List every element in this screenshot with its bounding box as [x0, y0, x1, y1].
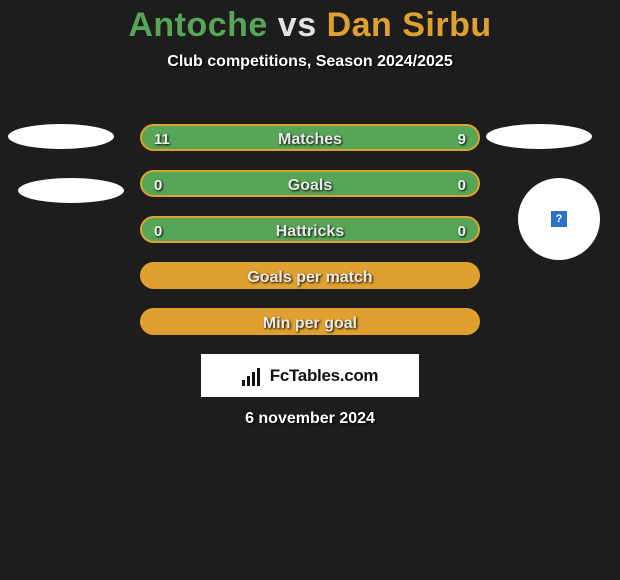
subtitle: Club competitions, Season 2024/2025	[0, 53, 620, 71]
title-vs: vs	[278, 6, 317, 44]
stat-right-value: 0	[458, 172, 466, 199]
stat-label: Matches	[278, 126, 342, 153]
stat-bar-goals: 0 Goals 0	[140, 170, 480, 197]
stat-bar-hattricks: 0 Hattricks 0	[140, 216, 480, 243]
stat-bar-goals-per-match: Goals per match	[140, 262, 480, 289]
player-left-photo-slice	[18, 178, 124, 203]
stat-label: Goals	[288, 172, 332, 199]
stat-label: Hattricks	[276, 218, 344, 245]
stat-bars: 11 Matches 9 0 Goals 0 0 Hattricks 0 Goa…	[140, 124, 480, 354]
snapshot-date: 6 november 2024	[0, 410, 620, 428]
bar-chart-icon	[242, 366, 266, 386]
page-title: Antoche vs Dan Sirbu	[0, 0, 620, 45]
stat-right-value: 0	[458, 218, 466, 245]
source-logo-plate: FcTables.com	[201, 354, 419, 397]
title-player-left: Antoche	[128, 6, 268, 44]
stat-bar-min-per-goal: Min per goal	[140, 308, 480, 335]
stat-left-value: 0	[154, 218, 162, 245]
stat-label: Min per goal	[263, 310, 357, 337]
player-left-photo-slice	[8, 124, 114, 149]
stat-label: Goals per match	[247, 264, 372, 291]
comparison-card: Antoche vs Dan Sirbu Club competitions, …	[0, 0, 620, 580]
player-right-photo-slice	[486, 124, 592, 149]
stat-left-value: 11	[154, 126, 170, 153]
source-logo: FcTables.com	[242, 366, 379, 386]
image-missing-icon: ?	[551, 211, 567, 227]
source-logo-text: FcTables.com	[270, 366, 379, 386]
stat-right-value: 9	[458, 126, 466, 153]
player-right-photo-placeholder: ?	[518, 178, 600, 260]
title-player-right: Dan Sirbu	[327, 6, 492, 44]
stat-bar-matches: 11 Matches 9	[140, 124, 480, 151]
stat-left-value: 0	[154, 172, 162, 199]
